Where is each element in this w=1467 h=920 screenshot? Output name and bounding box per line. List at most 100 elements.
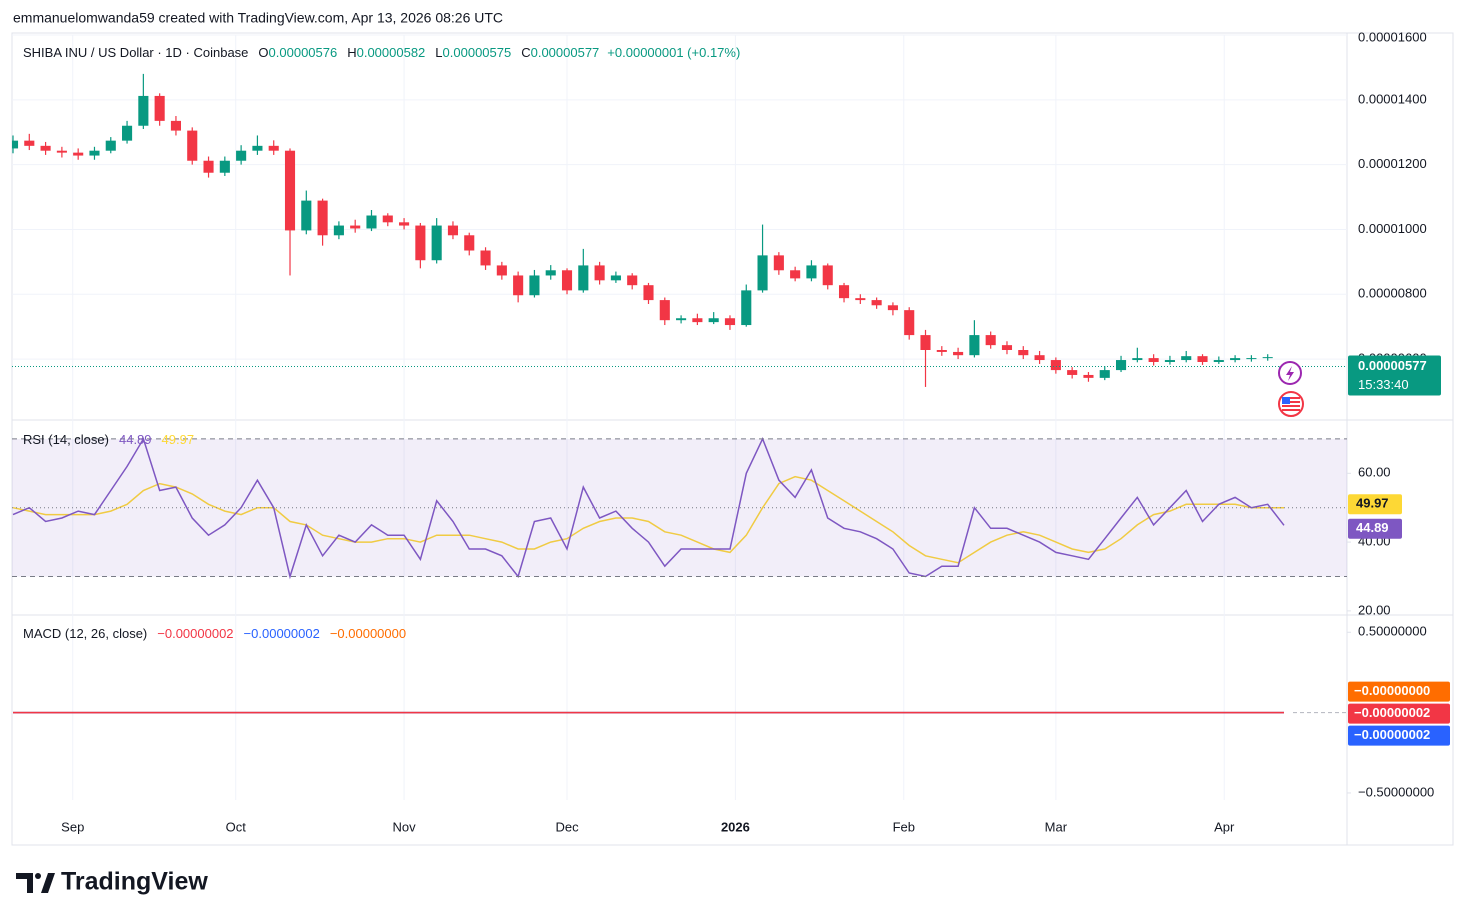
- candle-body: [1164, 360, 1175, 362]
- candle-body: [953, 351, 964, 356]
- candle-body: [1001, 345, 1013, 350]
- candle-body: [464, 235, 475, 251]
- y-tick-label: 20.00: [1358, 602, 1391, 617]
- watermark: emmanuelomwanda59 created with TradingVi…: [13, 10, 503, 26]
- candle-body: [790, 270, 801, 279]
- candle-body: [773, 255, 784, 271]
- y-tick-label: 0.50000000: [1358, 624, 1427, 639]
- candle-body: [56, 150, 67, 153]
- candle-body: [1099, 370, 1110, 378]
- y-tick-label: 0.00000800: [1358, 286, 1427, 301]
- candle-body: [659, 300, 670, 321]
- candle-body: [382, 215, 393, 223]
- legend-title: MACD (12, 26, close): [23, 626, 147, 641]
- candle-body: [806, 265, 817, 279]
- legend-header: RSI (14, close) 44.89 49.97: [23, 432, 194, 447]
- candle-body: [871, 300, 882, 306]
- ohlc-value: 0.00000582: [357, 45, 426, 60]
- ohlc-value: 0.00000575: [443, 45, 512, 60]
- logo: TradingView: [16, 868, 208, 896]
- candle-body: [1262, 357, 1273, 359]
- change-value: +0.00000001 (+0.17%): [607, 45, 740, 60]
- value-badge-label: 49.97: [1356, 496, 1389, 511]
- candle-body: [1230, 358, 1241, 361]
- candle-body: [708, 318, 719, 323]
- candle-body: [496, 265, 507, 276]
- ohlc-key: L: [435, 45, 442, 60]
- candle-body: [105, 140, 116, 151]
- legend-header: SHIBA INU / US Dollar · 1D · Coinbase O0.…: [23, 45, 740, 60]
- y-tick-label: 0.00001600: [1358, 29, 1427, 44]
- candle-body: [1083, 374, 1094, 378]
- candle-body: [724, 318, 736, 326]
- candle-body: [415, 225, 426, 261]
- candle-body: [399, 222, 410, 226]
- candle-body: [366, 215, 377, 229]
- value-badge-label: −0.00000000: [1354, 683, 1430, 698]
- legend-value: −0.00000002: [157, 626, 233, 641]
- candle-body: [1213, 360, 1224, 362]
- ohlc-value: 0.00000577: [531, 45, 600, 60]
- candle-body: [40, 145, 51, 151]
- value-badge-label: 44.89: [1356, 520, 1389, 535]
- candle-body: [219, 160, 230, 173]
- candle-body: [301, 200, 312, 231]
- legend-value: −0.00000000: [330, 626, 406, 641]
- candle-body: [513, 275, 524, 296]
- candle-body: [838, 285, 850, 299]
- x-tick-label: Nov: [393, 819, 417, 834]
- candle-body: [920, 335, 931, 350]
- legend-value: −0.00000002: [244, 626, 320, 641]
- candle-body: [317, 200, 328, 236]
- candle-body: [610, 275, 621, 281]
- us-flag-icon: [1278, 391, 1304, 417]
- candle-body: [24, 140, 35, 146]
- candle-body: [480, 250, 491, 266]
- ohlc-key: O: [258, 45, 268, 60]
- ohlc-key: H: [347, 45, 356, 60]
- value-badge: [1348, 725, 1450, 746]
- candle-body: [1067, 370, 1078, 375]
- y-tick-label: 0.00001200: [1358, 156, 1427, 171]
- candle-body: [578, 265, 589, 291]
- candle-body: [89, 150, 100, 156]
- candle-body: [545, 270, 556, 276]
- candle-body: [252, 145, 263, 151]
- last-price-label: 0.00000577: [1358, 358, 1427, 373]
- value-badge: [1348, 494, 1402, 515]
- candle-body: [594, 265, 605, 281]
- x-tick-label: Oct: [226, 819, 247, 834]
- candle-body: [1246, 358, 1257, 360]
- candle-body: [122, 125, 133, 141]
- candle-body: [431, 225, 442, 261]
- candle-body: [936, 350, 947, 352]
- candle-body: [333, 225, 344, 236]
- ohlc-value: 0.00000576: [269, 45, 338, 60]
- series-group: [12, 437, 1285, 580]
- y-tick-label: −0.50000000: [1358, 784, 1434, 799]
- candle-body: [1034, 355, 1045, 361]
- candle-body: [1050, 360, 1061, 371]
- x-tick-label: Apr: [1214, 819, 1235, 834]
- candle-body: [969, 335, 980, 356]
- legend-value: 44.89: [119, 432, 152, 447]
- x-tick-label: Feb: [893, 819, 915, 834]
- plot-layer: Sep Oct Nov Dec 2026 Feb Mar Apr 0.00001600 0.000…: [12, 29, 1450, 834]
- candle-body: [73, 152, 84, 156]
- candle-body: [692, 318, 703, 323]
- ohlc-key: C: [521, 45, 530, 60]
- candle-body: [1181, 356, 1192, 361]
- legend-value: 49.97: [162, 432, 195, 447]
- series-group: [12, 73, 1290, 387]
- countdown: 15:33:40: [1358, 377, 1409, 392]
- candle-body: [1018, 350, 1029, 356]
- candle-body: [676, 318, 687, 321]
- candle-body: [268, 145, 279, 151]
- candle-body: [170, 120, 181, 131]
- candle-body: [904, 310, 915, 336]
- candle-body: [985, 335, 996, 346]
- candle-body: [561, 270, 573, 291]
- candle-body: [236, 150, 247, 161]
- x-tick-label: Sep: [61, 819, 84, 834]
- candle-body: [187, 130, 198, 161]
